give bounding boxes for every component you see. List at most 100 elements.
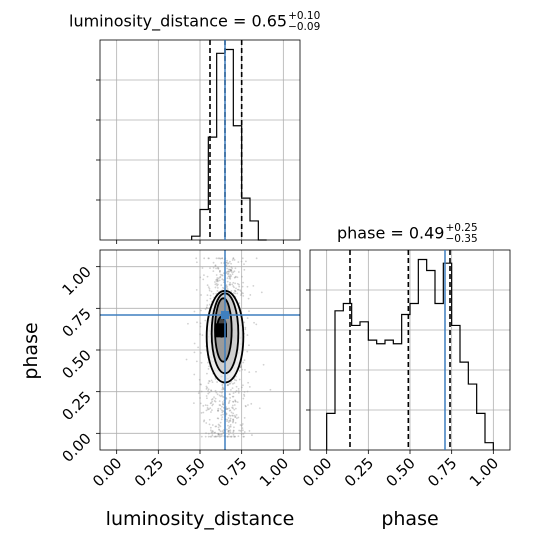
- sample-point: [226, 408, 229, 410]
- sample-point: [214, 286, 217, 289]
- sample-point: [215, 425, 218, 428]
- title-phase-minus: −0.35: [445, 233, 478, 245]
- sample-point: [210, 435, 213, 438]
- sample-point: [214, 264, 217, 267]
- sample-point: [214, 281, 216, 283]
- x-tick-label-luminosity-distance: 0.00: [89, 454, 125, 490]
- sample-point: [217, 433, 220, 436]
- sample-point: [260, 291, 263, 294]
- sample-point: [235, 275, 237, 278]
- y-axis-label-phase: phase: [20, 322, 42, 379]
- sample-point: [233, 414, 236, 417]
- sample-point: [240, 294, 242, 297]
- sample-point: [237, 271, 240, 273]
- sample-point: [200, 352, 202, 354]
- luminosity-distance-histogram-bars: [191, 48, 267, 241]
- sample-point: [226, 384, 229, 387]
- sample-point: [214, 389, 217, 392]
- sample-point: [228, 425, 231, 428]
- sample-point: [203, 257, 206, 260]
- sample-point: [219, 425, 222, 428]
- sample-point: [200, 294, 203, 296]
- sample-point: [202, 404, 205, 407]
- x-tick-label-phase: 0.00: [299, 454, 335, 490]
- sample-point: [236, 282, 239, 285]
- sample-point: [241, 275, 243, 278]
- sample-point: [243, 416, 246, 419]
- sample-point: [205, 307, 208, 309]
- sample-point: [229, 397, 232, 399]
- sample-point: [226, 428, 228, 431]
- sample-point: [222, 388, 225, 391]
- sample-point: [231, 406, 234, 409]
- sample-point: [198, 378, 201, 381]
- sample-point: [241, 423, 244, 425]
- sample-point: [226, 259, 228, 262]
- density-peak: [215, 323, 227, 338]
- sample-point: [228, 275, 231, 278]
- sample-point: [203, 419, 206, 422]
- sample-point: [208, 391, 211, 394]
- sample-point: [243, 263, 245, 266]
- sample-point: [208, 380, 211, 383]
- sample-point: [244, 326, 247, 329]
- sample-point: [246, 317, 249, 319]
- sample-point: [218, 435, 221, 438]
- sample-point: [201, 334, 204, 337]
- sample-point: [222, 387, 225, 390]
- sample-point: [217, 410, 219, 412]
- sample-point: [225, 413, 228, 415]
- sample-point: [247, 404, 249, 406]
- sample-point: [235, 385, 238, 388]
- sample-point: [221, 405, 223, 408]
- x-tick-label-phase: 0.25: [341, 454, 377, 490]
- sample-point: [209, 426, 212, 429]
- sample-point: [229, 425, 232, 428]
- sample-point: [239, 429, 242, 432]
- title-luminosity-distance-minus: −0.09: [288, 21, 321, 33]
- sample-point: [253, 321, 255, 324]
- sample-point: [222, 429, 225, 431]
- sample-point: [214, 400, 217, 403]
- sample-point: [219, 275, 222, 278]
- sample-point: [216, 279, 219, 281]
- sample-point: [206, 404, 209, 407]
- sample-point: [229, 277, 232, 280]
- sample-point: [212, 430, 214, 433]
- sample-point: [219, 404, 222, 407]
- sample-point: [232, 418, 235, 421]
- sample-point: [218, 428, 220, 431]
- sample-point: [229, 424, 232, 426]
- sample-point: [208, 287, 211, 290]
- sample-point: [218, 424, 221, 427]
- sample-point: [234, 391, 237, 393]
- sample-point: [212, 403, 214, 406]
- sample-point: [240, 433, 243, 435]
- sample-point: [209, 294, 212, 297]
- sample-point: [232, 429, 235, 432]
- sample-point: [217, 433, 220, 435]
- sample-point: [226, 420, 228, 423]
- sample-point: [199, 397, 201, 399]
- sample-point: [228, 283, 231, 286]
- sample-point: [218, 279, 221, 282]
- sample-point: [221, 278, 224, 281]
- sample-point: [215, 279, 218, 281]
- panel-frame: [99, 39, 301, 241]
- y-tick-label-phase: 0.00: [58, 429, 94, 465]
- sample-point: [242, 294, 245, 297]
- sample-point: [217, 277, 220, 280]
- sample-point: [238, 302, 241, 305]
- sample-point: [195, 257, 198, 260]
- sample-point: [207, 361, 209, 364]
- sample-point: [234, 276, 237, 278]
- sample-point: [240, 365, 242, 368]
- sample-point: [239, 289, 241, 292]
- sample-point: [228, 383, 231, 385]
- sample-point: [215, 267, 217, 270]
- sample-point: [232, 395, 235, 398]
- sample-point: [225, 396, 228, 399]
- sample-point: [200, 383, 202, 386]
- sample-point: [232, 412, 235, 415]
- sample-point: [192, 402, 195, 405]
